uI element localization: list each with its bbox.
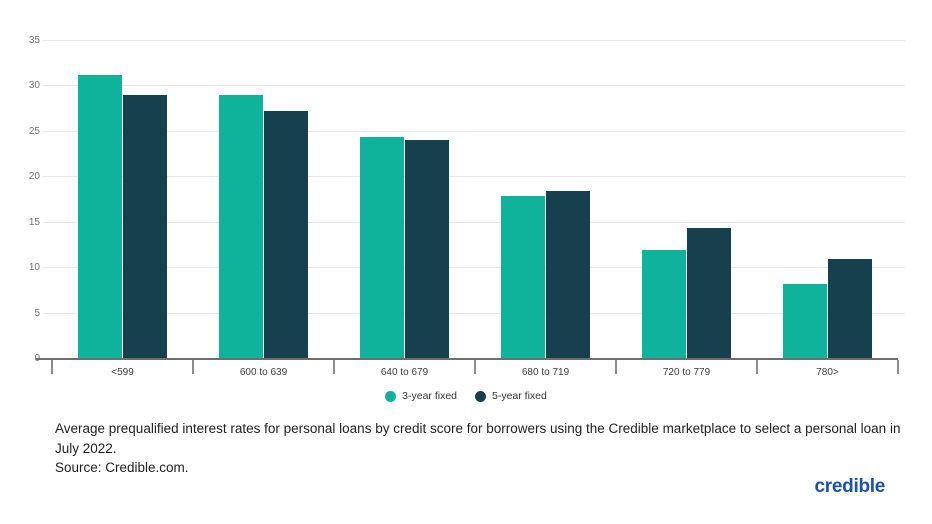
x-axis-tick [756, 360, 758, 374]
legend-item: 5-year fixed [475, 390, 547, 402]
gridline [43, 85, 905, 87]
bar-5-year-fixed [405, 139, 449, 358]
caption-line-1: Average prequalified interest rates for … [55, 421, 901, 456]
legend-label: 5-year fixed [492, 390, 547, 402]
x-axis-category-label: 780> [816, 367, 839, 378]
y-axis-tick-label: 30 [28, 80, 40, 92]
y-axis-tick-label: 20 [28, 171, 40, 183]
bar-3-year-fixed [78, 75, 122, 358]
bar-3-year-fixed [642, 249, 686, 358]
y-axis-tick-label: 35 [28, 35, 40, 46]
gridline [43, 267, 905, 269]
gridline [43, 130, 905, 132]
y-axis-tick-label: 15 [28, 216, 40, 228]
gridline [43, 40, 905, 41]
legend-swatch [385, 390, 397, 402]
x-axis-tick [51, 360, 53, 374]
x-axis-tick [615, 360, 617, 374]
bar-5-year-fixed [546, 190, 590, 358]
x-axis-tick [192, 360, 194, 374]
y-axis-tick-label: 5 [34, 307, 40, 319]
x-axis-category-label: <599 [111, 367, 134, 378]
bar-3-year-fixed [219, 95, 263, 358]
x-axis-tick [897, 360, 899, 374]
legend-swatch [475, 390, 486, 402]
x-axis-category-label: 720 to 779 [662, 367, 711, 378]
gridline [43, 176, 905, 178]
x-axis-tick [333, 360, 335, 374]
x-axis-category-label: 640 to 679 [380, 367, 429, 378]
bar-3-year-fixed [783, 284, 827, 358]
x-axis-line [36, 358, 898, 360]
y-axis-tick-label: 0 [0, 353, 40, 365]
y-axis-tick-label: 10 [28, 262, 40, 274]
bar-5-year-fixed [687, 228, 731, 358]
gridline [43, 312, 905, 314]
bar-5-year-fixed [828, 258, 872, 358]
credible-logo: credible [814, 476, 886, 497]
bar-3-year-fixed [501, 196, 545, 358]
bar-3-year-fixed [360, 137, 404, 358]
gridline [43, 221, 905, 223]
legend: 3-year fixed 5-year fixed [0, 390, 932, 402]
caption: Average prequalified interest rates for … [55, 419, 905, 478]
bar-5-year-fixed [123, 94, 167, 358]
x-axis-category-label: 600 to 639 [239, 367, 288, 378]
bar-5-year-fixed [264, 110, 308, 358]
caption-line-2: Source: Credible.com. [55, 460, 189, 475]
x-axis-category-label: 680 to 719 [521, 367, 570, 378]
y-axis-tick-label: 25 [28, 125, 40, 137]
legend-item: 3-year fixed [385, 390, 457, 402]
x-axis-tick [474, 360, 476, 374]
legend-label: 3-year fixed [402, 390, 457, 402]
